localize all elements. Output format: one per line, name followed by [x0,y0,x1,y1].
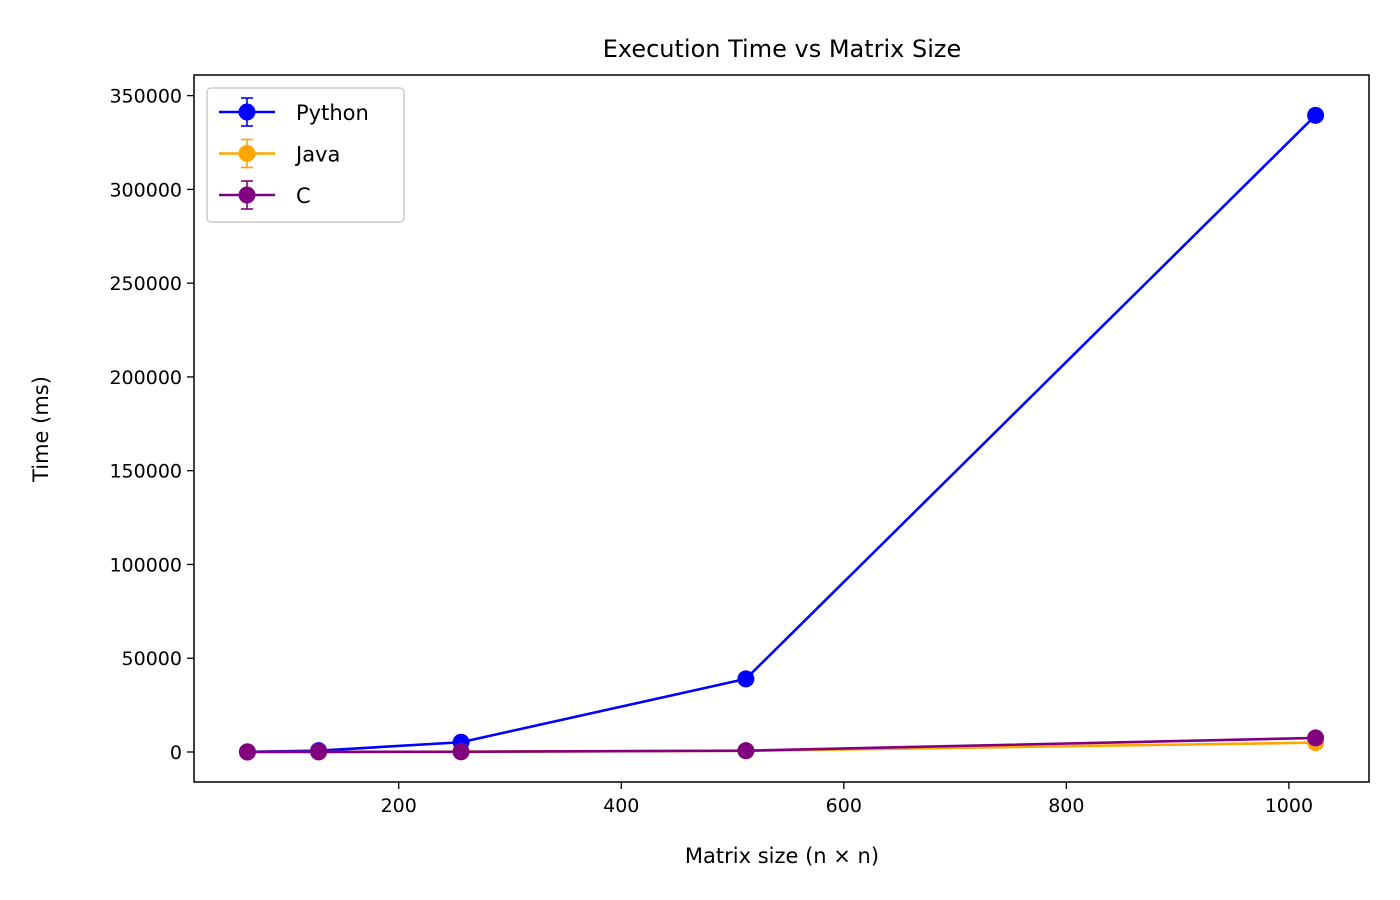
y-tick-label: 100000 [109,554,182,576]
legend-marker [238,145,256,162]
y-tick-label: 300000 [109,179,182,201]
x-tick-label: 200 [381,795,417,817]
data-point [310,743,328,761]
plot-area [238,106,1325,761]
x-tick-label: 400 [603,795,639,817]
y-tick-label: 0 [170,742,182,764]
legend-item-c: C [219,180,311,210]
data-point [1307,106,1325,124]
series-c [238,729,1325,761]
x-tick-label: 600 [826,795,862,817]
y-tick-label: 200000 [109,367,182,389]
legend-label: Python [296,101,369,125]
legend: Python Java C [206,87,405,223]
y-tick-label: 50000 [122,648,182,670]
x-tick-label: 1000 [1265,795,1313,817]
plot-frame [193,74,1370,783]
x-tick-label: 800 [1048,795,1084,817]
legend-marker [238,103,256,121]
chart-title: Execution Time vs Matrix Size [603,35,962,63]
data-point [737,670,755,688]
data-point [737,742,755,760]
legend-item-java: Java [219,138,340,169]
data-point [1307,729,1325,747]
x-axis-title: Matrix size (n × n) [685,844,879,868]
y-axis-title: Time (ms) [29,376,53,483]
y-tick-label: 350000 [109,86,182,108]
legend-label: Java [294,143,340,167]
y-tick-label: 250000 [109,273,182,295]
data-point [238,743,256,761]
legend-item-python: Python [219,97,369,127]
legend-marker [238,186,256,204]
y-tick-label: 150000 [109,461,182,483]
data-point [452,743,470,761]
y-axis: 0 50000 100000 150000 200000 250000 300000 3500… [109,86,194,764]
x-axis: 200 400 600 800 1000 [381,782,1313,817]
legend-label: C [296,184,311,208]
legend-box [206,87,405,223]
